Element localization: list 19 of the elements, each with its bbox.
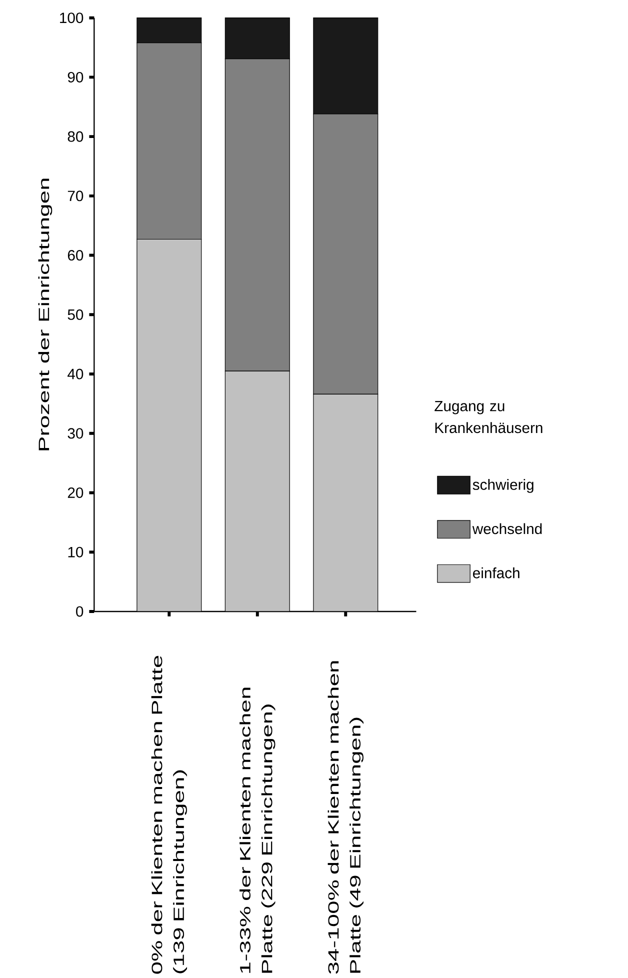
y-tick-label: 80 xyxy=(68,131,83,142)
x-tick-label: 34-100% der Klienten machen Platte (49 Einrichtungen) xyxy=(328,661,364,974)
legend-label: wechselnd xyxy=(472,523,542,534)
y-tick-label: 30 xyxy=(68,428,83,439)
y-tick-label: 50 xyxy=(68,309,83,320)
y-tick-label: 10 xyxy=(68,546,83,558)
y-tick-label: 100 xyxy=(60,12,83,24)
x-tick-label: 1-33% der Klienten machen Platte (229 Einrichtungen) xyxy=(239,688,276,973)
y-tick-label: 40 xyxy=(67,368,83,380)
legend-label: einfach xyxy=(472,567,520,578)
y-axis-title: Prozent der Einrichtungen xyxy=(38,178,52,450)
y-tick-label: 90 xyxy=(68,72,83,82)
legend-label: schwierig xyxy=(472,479,534,493)
legend-title: Zugang zu Krankenhäusern xyxy=(434,400,542,434)
y-tick-label: 60 xyxy=(68,250,83,261)
y-tick-label: 20 xyxy=(68,487,83,498)
y-tick-label: 0 xyxy=(76,606,83,617)
y-tick-label: 70 xyxy=(68,190,83,202)
x-tick-label: 0% der Klienten machen Platte (139 Einrichtungen) xyxy=(151,656,187,974)
